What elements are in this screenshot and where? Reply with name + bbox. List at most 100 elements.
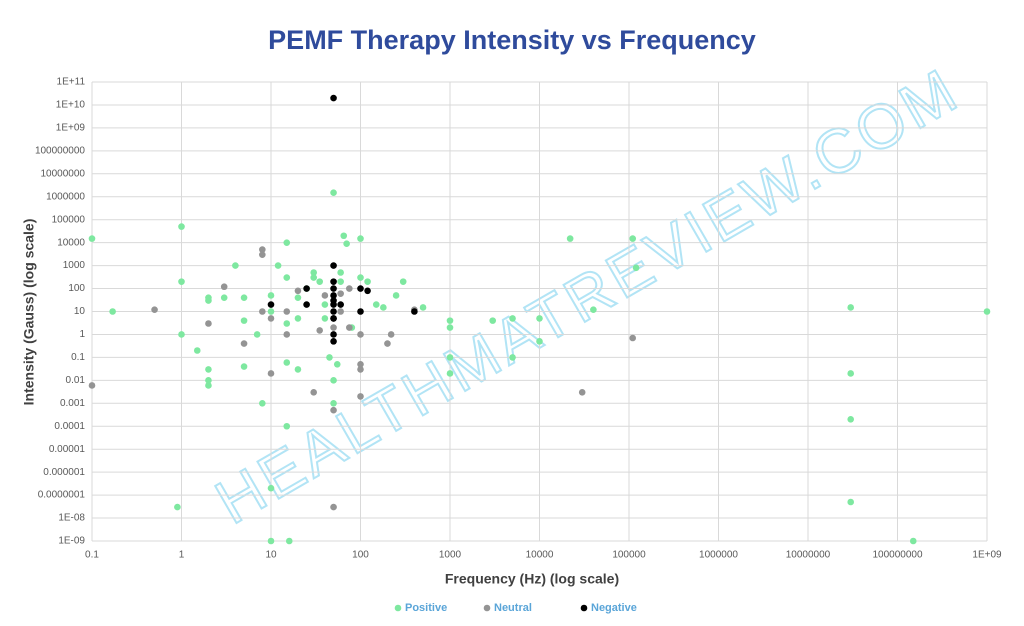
point xyxy=(847,498,855,506)
y-tick-label: 0.000001 xyxy=(43,467,85,478)
point xyxy=(489,317,497,324)
point xyxy=(847,370,855,377)
point xyxy=(232,262,239,269)
x-tick-label: 0.1 xyxy=(85,550,99,561)
point xyxy=(337,308,344,315)
point xyxy=(240,317,248,324)
y-tick-label: 100000000 xyxy=(35,145,85,156)
point xyxy=(330,503,337,511)
legend-label: Positive xyxy=(405,602,447,614)
point xyxy=(387,331,395,338)
point xyxy=(316,278,323,285)
y-tick-label: 1 xyxy=(79,329,85,340)
y-tick-label: 1E+09 xyxy=(56,123,86,134)
point xyxy=(357,308,364,315)
point xyxy=(109,308,116,315)
point xyxy=(509,315,516,322)
point xyxy=(337,278,344,285)
point xyxy=(267,370,275,377)
y-tick-label: 1000000 xyxy=(46,191,85,202)
point xyxy=(259,308,266,315)
y-tick-label: 0.0000001 xyxy=(38,490,86,501)
y-axis-label: Intensity (Gauss) (log scale) xyxy=(21,219,37,406)
point xyxy=(357,393,364,400)
point xyxy=(590,306,597,313)
point xyxy=(178,223,185,230)
point xyxy=(274,262,282,269)
point xyxy=(316,327,323,334)
point xyxy=(193,347,201,354)
point xyxy=(220,283,228,291)
point xyxy=(357,285,364,292)
point xyxy=(509,354,516,361)
point xyxy=(283,422,291,430)
point xyxy=(283,239,291,246)
x-tick-label: 100 xyxy=(352,550,369,561)
point xyxy=(310,274,318,281)
y-tick-label: 1E-08 xyxy=(58,513,85,524)
point xyxy=(240,294,248,301)
x-tick-label: 100000000 xyxy=(872,550,922,561)
point xyxy=(847,416,855,423)
point xyxy=(330,301,337,308)
point xyxy=(283,331,291,338)
point xyxy=(380,304,387,311)
point xyxy=(151,306,158,313)
y-tick-label: 100000 xyxy=(52,214,86,225)
point xyxy=(205,382,212,389)
point xyxy=(536,338,543,345)
y-tick-label: 0.00001 xyxy=(49,444,86,455)
point xyxy=(384,340,391,347)
point xyxy=(178,278,185,285)
point xyxy=(267,308,275,315)
point xyxy=(337,290,344,297)
point xyxy=(259,251,266,258)
point xyxy=(983,308,991,315)
point xyxy=(267,315,275,322)
x-axis-label: Frequency (Hz) (log scale) xyxy=(445,571,619,587)
point xyxy=(178,331,185,338)
point xyxy=(259,246,266,253)
point xyxy=(419,304,427,311)
point xyxy=(294,366,302,373)
y-tick-label: 100 xyxy=(68,283,85,294)
point xyxy=(340,232,348,240)
point xyxy=(446,317,454,324)
point xyxy=(321,315,329,322)
point xyxy=(321,292,329,299)
point xyxy=(283,274,291,281)
point xyxy=(566,235,574,242)
point xyxy=(330,324,337,331)
x-tick-label: 1000000 xyxy=(699,550,738,561)
point xyxy=(333,361,341,368)
point xyxy=(330,285,337,292)
point xyxy=(303,301,310,308)
point xyxy=(446,324,454,331)
point xyxy=(205,320,212,327)
chart-title: PEMF Therapy Intensity vs Frequency xyxy=(268,25,756,55)
point xyxy=(909,537,917,545)
point xyxy=(259,400,266,407)
point xyxy=(174,503,181,511)
point xyxy=(629,235,637,242)
point xyxy=(283,320,291,327)
point xyxy=(330,292,337,299)
point xyxy=(310,269,318,276)
point xyxy=(357,274,364,281)
legend-label: Neutral xyxy=(494,602,532,614)
point xyxy=(346,285,353,292)
point xyxy=(357,361,364,368)
point xyxy=(330,406,337,414)
point xyxy=(847,304,855,311)
point xyxy=(357,366,364,373)
x-tick-label: 1 xyxy=(179,550,185,561)
y-tick-label: 1E+11 xyxy=(57,77,86,88)
y-tick-label: 0.01 xyxy=(66,375,86,386)
point xyxy=(205,366,212,373)
point xyxy=(330,94,337,102)
point xyxy=(337,269,344,276)
point xyxy=(364,287,371,295)
point xyxy=(267,484,275,492)
point xyxy=(629,334,637,342)
